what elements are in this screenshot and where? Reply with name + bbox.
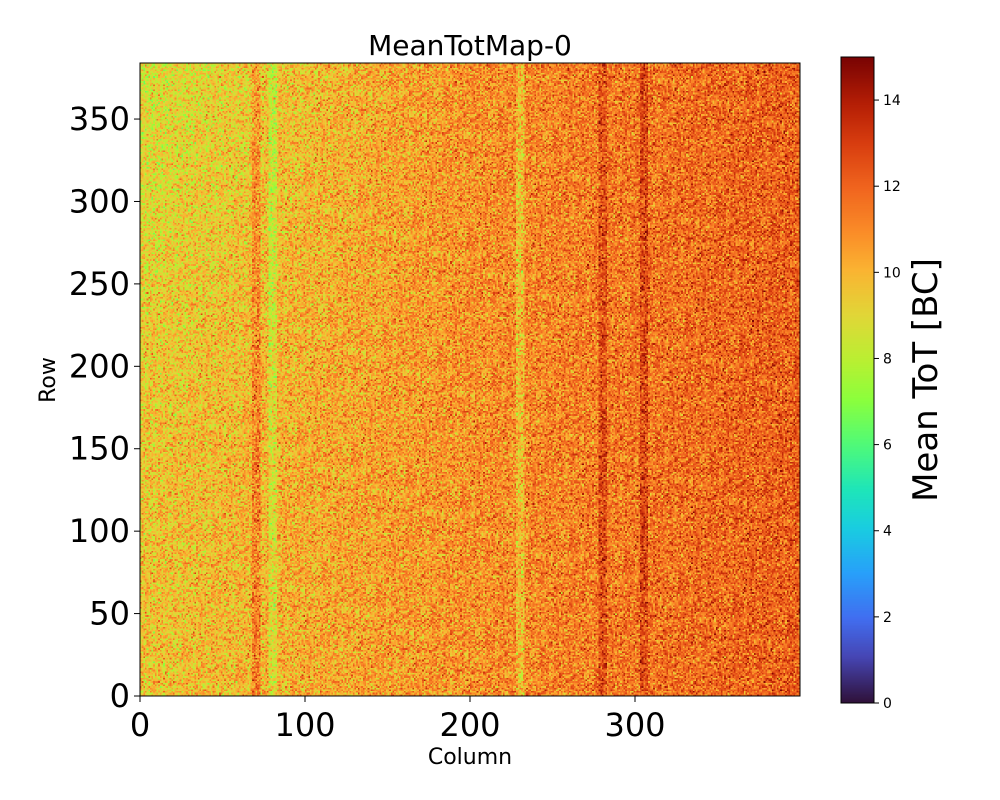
x-tick-label: 0: [130, 706, 150, 744]
x-tick-label: 200: [439, 706, 500, 744]
colorbar-tick-label: 0: [883, 696, 892, 712]
y-tick-label: 150: [69, 430, 130, 468]
y-axis-label: Row: [36, 357, 61, 403]
y-tick-label: 50: [89, 595, 130, 633]
plot-frame: [139, 62, 801, 697]
colorbar-tick-label: 12: [883, 179, 901, 195]
x-tick-label: 100: [274, 706, 335, 744]
colorbar-frame: [840, 56, 875, 704]
colorbar-label: Mean ToT [BC]: [906, 258, 946, 502]
chart-title: MeanTotMap-0: [368, 29, 572, 62]
colorbar-gradient: [841, 57, 874, 703]
heatmap-plot-area: [140, 63, 800, 696]
y-tick-label: 200: [69, 347, 130, 385]
x-axis-label: Column: [428, 745, 512, 770]
colorbar-tick-label: 8: [883, 351, 892, 367]
y-tick-label: 0: [110, 677, 130, 715]
colorbar-tick-label: 14: [883, 93, 901, 109]
y-axis-ticks: 0 50 100 150 200 250 300 350: [69, 100, 140, 715]
x-tick-label: 300: [604, 706, 665, 744]
y-tick-label: 250: [69, 265, 130, 303]
y-tick-label: 300: [69, 182, 130, 220]
x-axis-ticks: 0 100 200 300: [130, 696, 666, 744]
colorbar-tick-label: 10: [883, 265, 901, 281]
y-tick-label: 350: [69, 100, 130, 138]
y-tick-label: 100: [69, 512, 130, 550]
colorbar-tick-label: 4: [883, 524, 892, 540]
colorbar-ticks: 0 2 4 6 8 10 12 14: [874, 93, 901, 712]
colorbar-tick-label: 2: [883, 610, 892, 626]
colorbar-tick-label: 6: [883, 438, 892, 454]
